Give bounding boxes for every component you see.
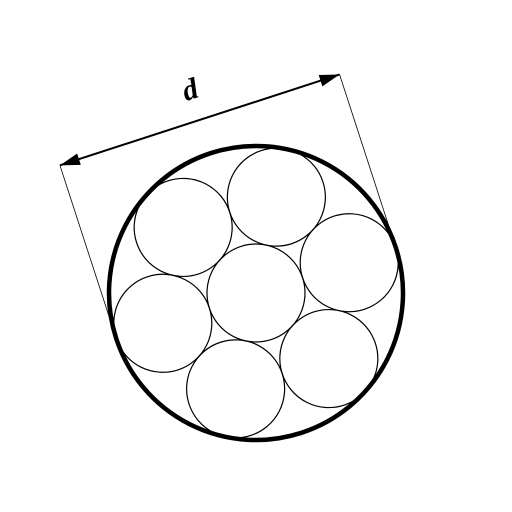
arrowhead-left [58, 153, 81, 171]
strand-circle-5 [215, 135, 338, 258]
strand-circle-6 [121, 166, 244, 289]
strand-circle-3 [267, 297, 390, 420]
strand-circle-0 [194, 231, 317, 354]
rotated-group: d [45, 29, 441, 478]
strand-circle-2 [101, 262, 224, 385]
strand-circle-1 [287, 201, 410, 324]
wire-rope-cross-section-diagram: d [0, 0, 512, 512]
extension-line-right [340, 74, 396, 247]
arrowhead-right [319, 69, 342, 87]
diameter-label: d [178, 72, 203, 108]
extension-line-left [60, 165, 116, 338]
strand-circle-4 [174, 327, 297, 450]
outer-diameter-circle [71, 108, 441, 478]
